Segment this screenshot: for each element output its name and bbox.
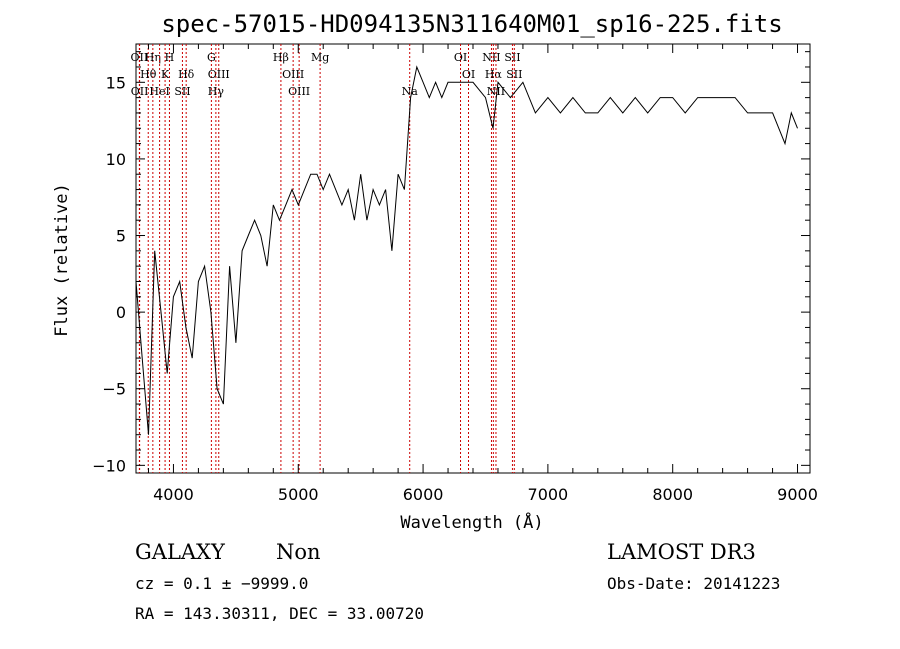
line-label: OIII <box>282 68 304 81</box>
line-label: Mg <box>311 51 329 64</box>
object-class: GALAXY <box>135 540 226 564</box>
line-label: SII <box>504 51 520 64</box>
line-label: Hδ <box>178 68 195 81</box>
line-label: OIII <box>288 85 310 98</box>
x-tick-label: 8000 <box>652 485 693 504</box>
line-label: Hγ <box>208 85 225 98</box>
line-label: Hβ <box>273 51 289 64</box>
y-tick-label: 15 <box>106 73 126 92</box>
y-tick-label: 10 <box>106 150 126 169</box>
line-label: HeI <box>149 85 169 98</box>
line-label: Hα <box>485 68 503 81</box>
line-label: Hη <box>145 51 161 64</box>
spectrum-line <box>135 65 798 435</box>
line-label: H <box>165 51 175 64</box>
line-label: K <box>161 68 170 81</box>
obs-date-text: Obs-Date: 20141223 <box>607 574 780 593</box>
x-tick-label: 7000 <box>528 485 569 504</box>
line-label: Na <box>402 85 419 98</box>
redshift-text: cz = 0.1 ± −9999.0 <box>135 574 308 593</box>
radec-text: RA = 143.30311, DEC = 33.00720 <box>135 604 424 623</box>
x-tick-label: 5000 <box>278 485 319 504</box>
line-label: NII <box>482 51 500 64</box>
object-subclass: Non <box>276 540 321 564</box>
y-axis-label: Flux (relative) <box>52 183 72 337</box>
line-label: G <box>207 51 216 64</box>
line-label: NII <box>487 85 505 98</box>
line-label: SII <box>506 68 522 81</box>
x-axis-label: Wavelength (Å) <box>400 511 543 533</box>
x-axis: 4000 5000 6000 7000 8000 9000 <box>147 44 818 504</box>
y-tick-label: −10 <box>92 456 126 475</box>
line-label: OII <box>131 85 149 98</box>
x-tick-label: 6000 <box>403 485 444 504</box>
survey-name: LAMOST DR3 <box>607 540 756 564</box>
line-label: OI <box>462 68 475 81</box>
y-tick-label: −5 <box>102 380 126 399</box>
chart-title: spec-57015-HD094135N311640M01_sp16-225.f… <box>161 10 782 38</box>
line-label: OIII <box>208 68 230 81</box>
y-axis: −10 −5 0 5 10 15 <box>92 51 810 475</box>
x-tick-label: 9000 <box>777 485 818 504</box>
spectrum-series <box>135 65 798 435</box>
line-label: SII <box>174 85 190 98</box>
y-tick-label: 5 <box>116 227 126 246</box>
line-label: Hθ <box>140 68 157 81</box>
plot-frame <box>135 43 811 474</box>
line-label: OI <box>454 51 467 64</box>
x-tick-label: 4000 <box>153 485 194 504</box>
y-tick-label: 0 <box>116 303 126 322</box>
